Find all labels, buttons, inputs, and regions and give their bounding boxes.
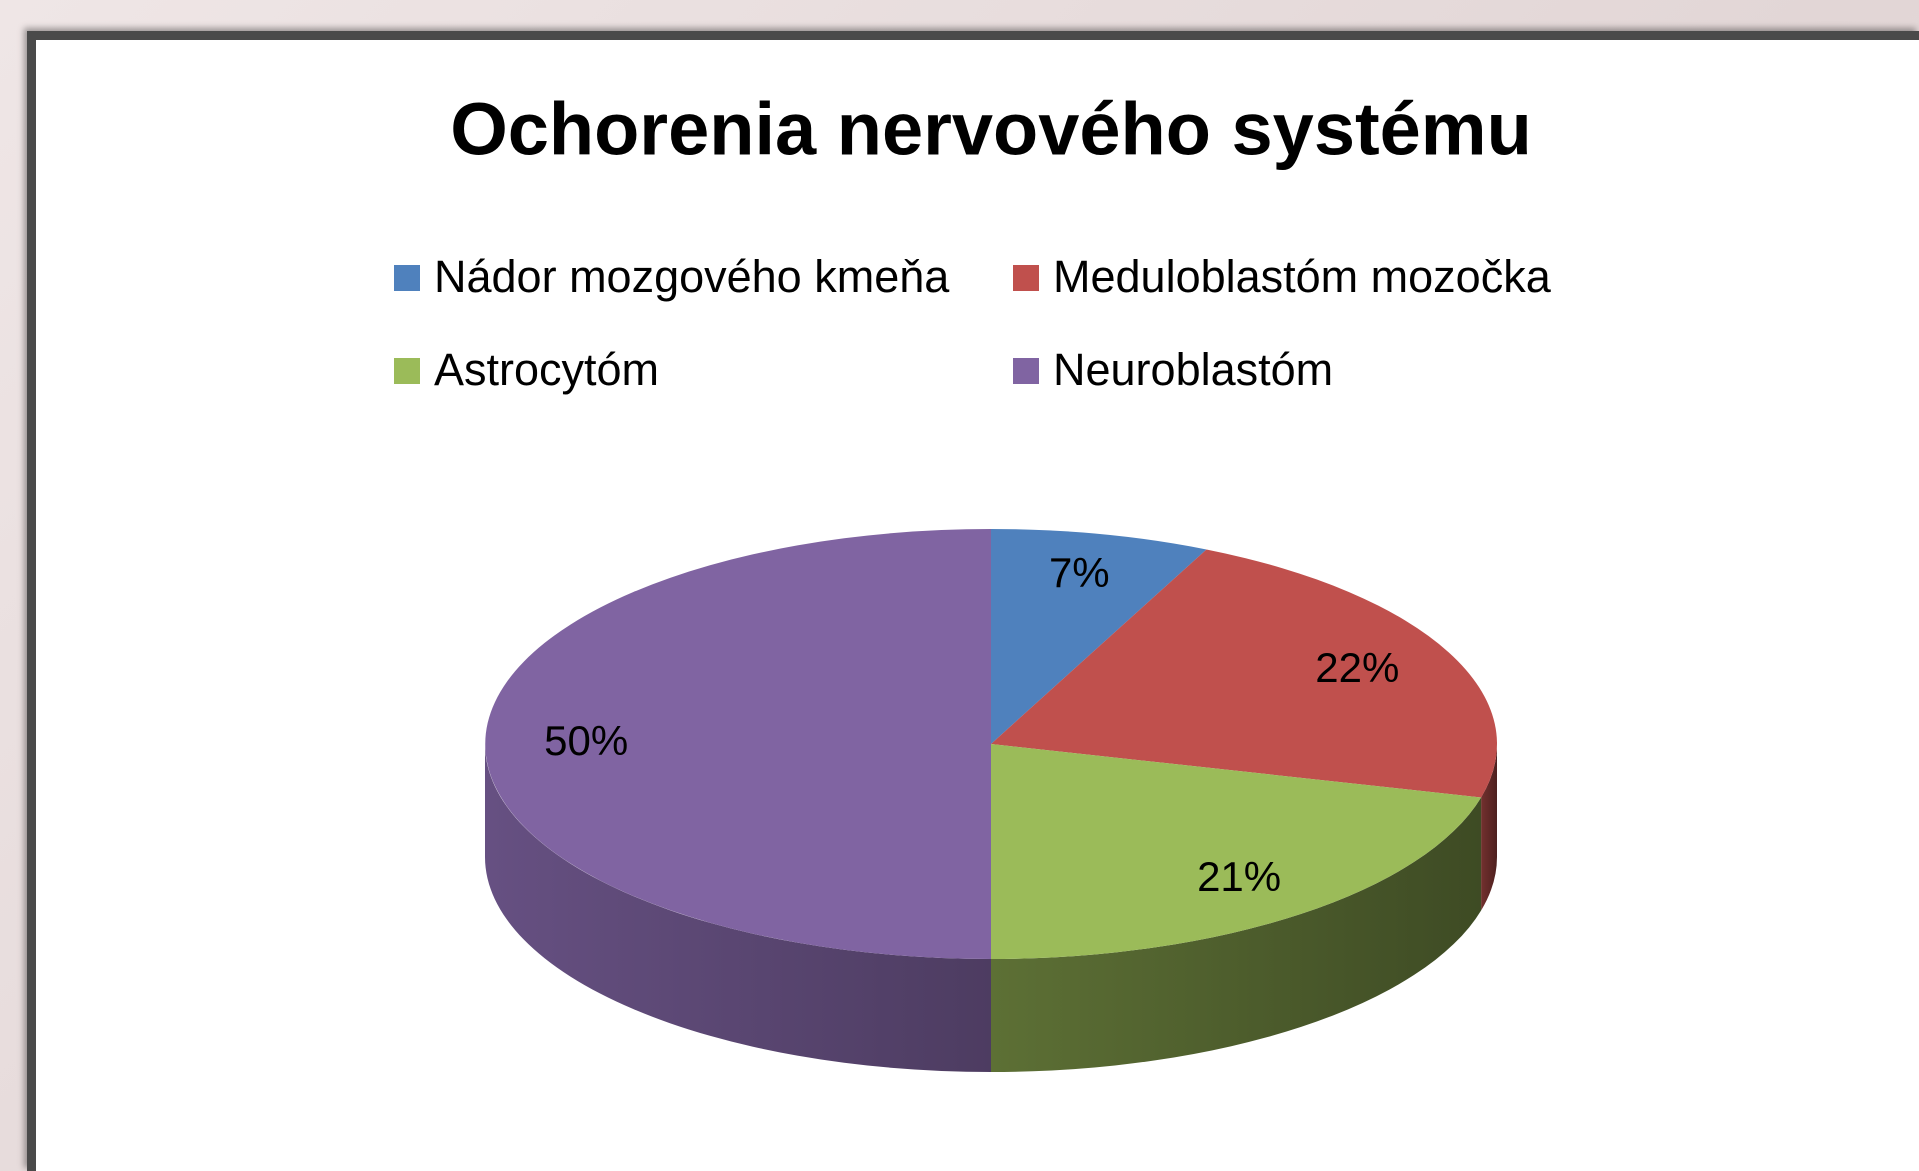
pie-slice	[991, 529, 1207, 744]
legend-swatch	[1013, 265, 1039, 291]
chart-title: Ochorenia nervového systému	[450, 88, 1532, 171]
pie-slice	[991, 549, 1497, 798]
legend-label: Meduloblastóm mozočka	[1053, 251, 1552, 302]
legend-swatch	[394, 358, 420, 384]
data-label: 7%	[1049, 549, 1110, 596]
legend-label: Nádor mozgového kmeňa	[434, 251, 950, 302]
pie-slice-side	[991, 797, 1482, 1072]
legend-label: Neuroblastóm	[1053, 344, 1333, 395]
data-label: 22%	[1315, 644, 1399, 691]
pie-slice	[485, 529, 991, 959]
data-label: 21%	[1197, 853, 1281, 900]
data-label: 50%	[544, 717, 628, 764]
legend-label: Astrocytóm	[434, 344, 659, 395]
legend-swatch	[394, 265, 420, 291]
legend-swatch	[1013, 358, 1039, 384]
pie-slice-side	[1481, 744, 1497, 911]
pie-slice-side	[485, 744, 991, 1072]
pie-slice	[991, 744, 1482, 959]
